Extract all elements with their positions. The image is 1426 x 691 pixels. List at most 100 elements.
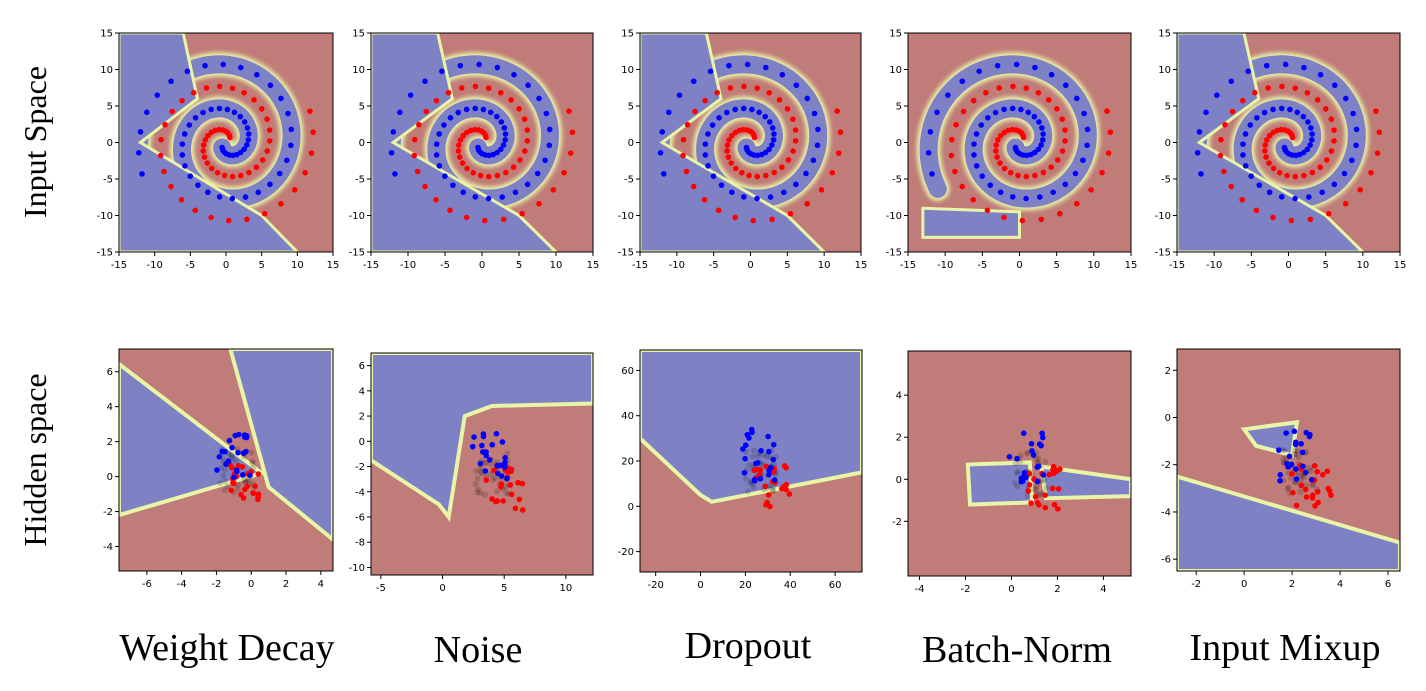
x-tick-label: -5 <box>1246 260 1256 271</box>
point-red <box>261 210 268 217</box>
point-blue <box>439 68 445 75</box>
point-red <box>494 172 501 179</box>
x-tick-label: -10 <box>400 260 416 271</box>
point-red <box>190 89 197 96</box>
point-blue <box>476 61 482 68</box>
axes-frame <box>118 348 334 572</box>
point-hidden <box>1310 481 1317 488</box>
x-tick-label: -5 <box>977 260 987 271</box>
point-blue <box>1036 119 1042 125</box>
plot-area <box>640 350 862 572</box>
point-red <box>754 466 761 473</box>
point-blue <box>1291 428 1298 435</box>
point-hidden <box>242 479 249 486</box>
point-hidden <box>493 488 500 495</box>
point-red <box>1293 502 1300 509</box>
point-red <box>1001 129 1008 136</box>
point-blue <box>504 475 510 482</box>
point-red <box>726 137 732 143</box>
y-tick-label: 2 <box>359 412 365 423</box>
point-hidden <box>1024 449 1031 456</box>
x-tick-label: 4 <box>318 579 324 590</box>
point-blue <box>1278 105 1285 112</box>
y-tick-label: -2 <box>103 507 113 518</box>
x-tick-label: -5 <box>185 260 195 271</box>
point-red <box>472 83 479 90</box>
point-red <box>1054 106 1060 112</box>
point-red <box>266 138 273 144</box>
point-blue <box>927 129 934 135</box>
point-red <box>1104 108 1110 114</box>
point-blue <box>1050 189 1056 196</box>
point-hidden <box>769 487 776 494</box>
point-red <box>1046 471 1052 478</box>
point-red <box>221 172 228 179</box>
x-tick-label: 0 <box>248 579 254 590</box>
x-tick-label: 0 <box>223 260 229 271</box>
point-blue <box>525 82 531 89</box>
point-blue <box>978 122 985 128</box>
point-red <box>997 160 1003 166</box>
y-tick-label: -10 <box>349 563 365 574</box>
x-tick-label: 2 <box>1289 579 1295 590</box>
col-label-dropout: Dropout <box>685 625 812 667</box>
point-blue <box>487 109 494 116</box>
point-blue <box>1283 430 1289 436</box>
region-blue-outer <box>640 33 827 252</box>
point-red <box>216 83 223 90</box>
y-tick-label: 10 <box>1158 65 1171 76</box>
point-blue <box>676 92 683 98</box>
point-red <box>1328 116 1335 122</box>
point-blue <box>1278 194 1285 200</box>
point-blue <box>811 110 818 117</box>
point-red <box>1026 482 1033 488</box>
point-blue <box>501 125 508 131</box>
point-blue <box>433 152 440 158</box>
point-blue <box>665 109 672 116</box>
point-red <box>993 142 999 148</box>
point-red <box>204 160 211 166</box>
point-blue <box>1261 109 1268 116</box>
point-blue <box>1001 106 1007 113</box>
y-tick-label: 0 <box>107 138 113 149</box>
point-blue <box>710 173 717 179</box>
point-blue <box>973 131 980 137</box>
point-red <box>519 210 525 217</box>
point-blue <box>186 122 193 128</box>
point-red <box>1292 173 1299 180</box>
point-red <box>507 482 514 488</box>
y-tick-label: -15 <box>618 248 634 259</box>
point-red <box>264 116 270 122</box>
point-red <box>1042 492 1048 498</box>
point-blue <box>1306 433 1313 440</box>
point-red <box>1331 138 1337 144</box>
x-tick-label: 15 <box>1394 260 1407 271</box>
point-blue <box>1032 64 1038 71</box>
y-tick-label: -5 <box>1161 175 1171 186</box>
x-tick-label: 10 <box>559 583 572 594</box>
point-red <box>1292 85 1299 91</box>
point-red <box>1270 129 1277 136</box>
point-red <box>1057 466 1063 472</box>
point-blue <box>482 468 489 474</box>
point-red <box>237 172 244 179</box>
x-tick-label: 2 <box>283 579 289 590</box>
axes-frame <box>907 350 1132 577</box>
point-blue <box>493 430 500 437</box>
point-blue <box>450 182 456 188</box>
point-blue <box>1300 149 1307 156</box>
point-blue <box>1240 152 1246 158</box>
point-red <box>483 477 490 483</box>
point-red <box>203 85 210 91</box>
point-red <box>769 216 775 223</box>
point-red <box>308 150 315 156</box>
panel-hidden-batch-norm: -4 -2 0 2 4 -2 0 2 4 <box>892 350 1132 595</box>
point-blue <box>741 194 747 200</box>
point-red <box>1266 132 1273 139</box>
point-hidden <box>228 452 235 459</box>
region-blue-outer <box>371 33 559 252</box>
point-red <box>948 152 955 159</box>
point-red <box>766 89 773 96</box>
point-red <box>834 108 840 114</box>
point-red <box>1054 157 1061 163</box>
